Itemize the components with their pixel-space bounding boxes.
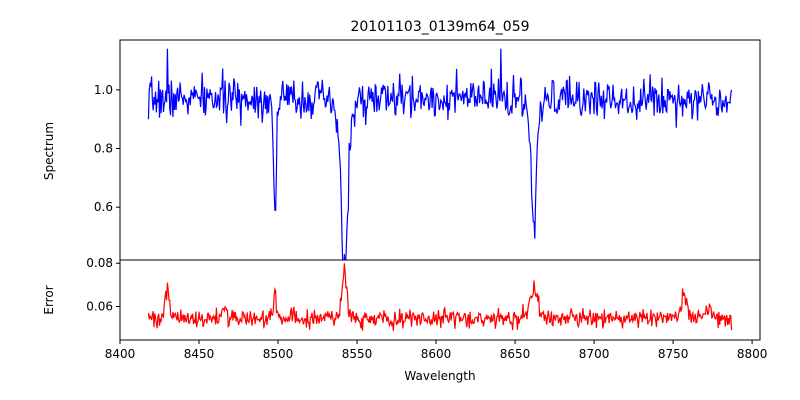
x-tick-label: 8400 bbox=[105, 347, 136, 361]
spectrum-series-line bbox=[147, 48, 733, 260]
x-tick-label: 8450 bbox=[184, 347, 215, 361]
error-y-tick-label: 0.08 bbox=[86, 256, 113, 270]
error-plot-area bbox=[147, 263, 733, 331]
error-y-axis-label: Error bbox=[42, 285, 56, 314]
x-tick-label: 8500 bbox=[263, 347, 294, 361]
spectrum-panel: 20101103_0139m64_059 0.6 0.8 1.0 Spectrum bbox=[42, 19, 761, 261]
error-axes-frame bbox=[119, 259, 761, 341]
chart-title: 20101103_0139m64_059 bbox=[350, 19, 529, 35]
spectrum-y-axis-label: Spectrum bbox=[42, 122, 56, 180]
x-tick-label: 8550 bbox=[342, 347, 373, 361]
error-panel: 0.06 0.08 8400 8450 8500 8550 8600 8650 8700 875… bbox=[42, 256, 767, 383]
x-tick-label: 8750 bbox=[658, 347, 689, 361]
x-axis-label: Wavelength bbox=[404, 369, 475, 383]
x-tick-label: 8650 bbox=[500, 347, 531, 361]
spectrum-y-tick-label: 1.0 bbox=[94, 83, 113, 97]
x-tick-label: 8700 bbox=[579, 347, 610, 361]
x-tick-label: 8800 bbox=[737, 347, 768, 361]
spectrum-y-ticks: 0.6 0.8 1.0 bbox=[94, 83, 120, 214]
spectrum-plot-area bbox=[147, 48, 733, 260]
error-series-line bbox=[147, 263, 733, 331]
x-tick-label: 8600 bbox=[421, 347, 452, 361]
spectrum-y-tick-label: 0.6 bbox=[94, 200, 113, 214]
error-y-tick-label: 0.06 bbox=[86, 299, 113, 313]
x-ticks: 8400 8450 8500 8550 8600 8650 8700 8750 8800 bbox=[105, 340, 768, 361]
spectrum-y-tick-label: 0.8 bbox=[94, 142, 113, 156]
error-y-ticks: 0.06 0.08 bbox=[86, 256, 120, 313]
